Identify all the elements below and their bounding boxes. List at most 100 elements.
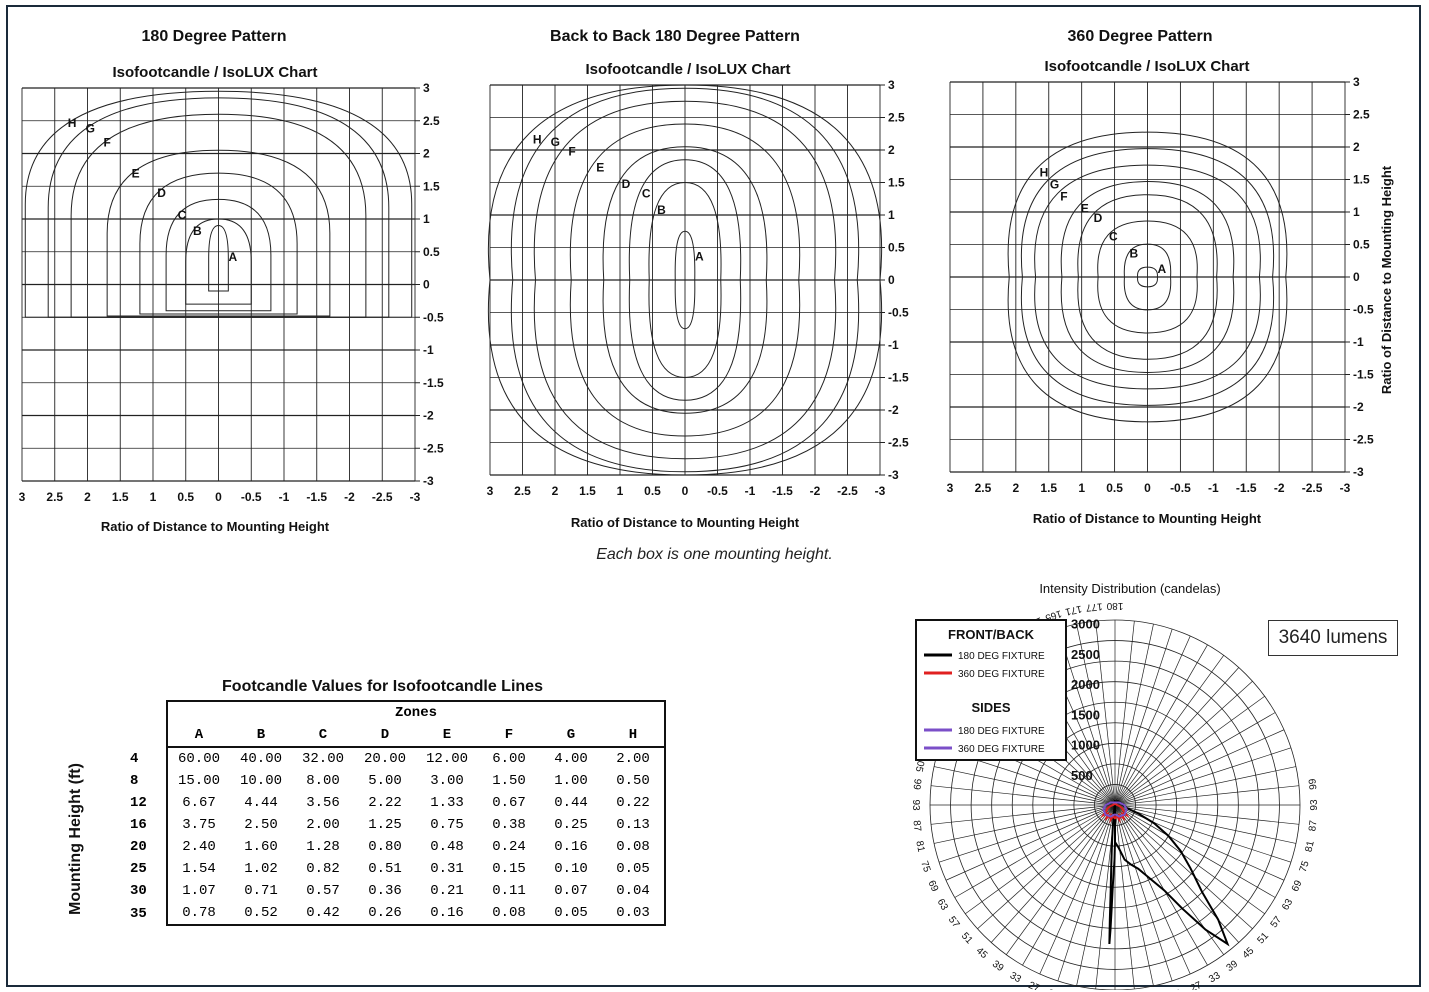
isolux-subtitle: Isofootcandle / IsoLUX Chart xyxy=(1044,58,1249,75)
polar-spoke xyxy=(945,804,1116,881)
polar-spoke xyxy=(1114,785,1300,806)
polar-spoke xyxy=(1114,695,1265,806)
radial-tick-label: 2500 xyxy=(1071,647,1100,662)
y-tick-label: -1 xyxy=(888,338,899,352)
isoline-label-E: E xyxy=(596,161,604,175)
isoline-label-C: C xyxy=(642,186,651,200)
angle-label: 87 xyxy=(1307,819,1319,832)
x-axis-label: Ratio of Distance to Mounting Height xyxy=(101,519,330,534)
mounting-height-cell: 8 xyxy=(130,773,139,789)
polar-spoke xyxy=(1057,804,1116,982)
polar-spoke xyxy=(1057,628,1116,806)
y-tick-label: -2.5 xyxy=(888,436,909,450)
radial-tick-label: 2000 xyxy=(1071,677,1100,692)
x-tick-label: -0.5 xyxy=(707,484,728,498)
isolux-subtitle: Isofootcandle / IsoLUX Chart xyxy=(585,61,790,78)
column-header-H: H xyxy=(602,724,666,748)
y-tick-label: -1.5 xyxy=(888,371,909,385)
footcandle-cell: 0.05 xyxy=(602,858,666,880)
polar-spoke xyxy=(1114,804,1173,982)
angle-label: 75 xyxy=(918,860,932,874)
polar-spoke xyxy=(1114,804,1135,990)
polar-spoke xyxy=(1114,620,1135,806)
footcandle-cell: 8.00 xyxy=(306,773,340,789)
y-tick-label: 0 xyxy=(423,278,430,292)
footcandle-cell: 0.05 xyxy=(540,902,602,926)
x-tick-label: 0 xyxy=(1144,481,1151,495)
y-tick-label: 2 xyxy=(423,147,430,161)
polar-spoke xyxy=(990,804,1116,943)
polar-spoke xyxy=(930,804,1116,825)
isoline-label-A: A xyxy=(1158,262,1167,276)
footcandle-cell: 0.07 xyxy=(554,883,588,899)
y-tick-label: -2.5 xyxy=(1353,433,1374,447)
x-tick-label: -1 xyxy=(1208,481,1219,495)
footcandle-cell: 4.44 xyxy=(244,795,278,811)
polar-spoke xyxy=(1114,628,1173,806)
column-header-E: E xyxy=(416,724,478,748)
polar-spoke xyxy=(1076,623,1116,806)
isoline-label-C: C xyxy=(178,208,187,222)
footcandle-cell: 0.67 xyxy=(492,795,526,811)
polar-spoke xyxy=(1114,680,1253,806)
x-tick-label: -0.5 xyxy=(241,490,262,504)
x-tick-label: -0.5 xyxy=(1170,481,1191,495)
footcandle-cell: 1.07 xyxy=(166,880,230,902)
x-tick-label: 2.5 xyxy=(514,484,531,498)
column-header-F: F xyxy=(478,724,540,748)
polar-spoke xyxy=(1076,804,1116,987)
legend-entry: 180 DEG FIXTURE xyxy=(958,726,1045,737)
angle-label: 21 xyxy=(1046,988,1060,990)
angle-label: 93 xyxy=(1309,799,1320,811)
polar-spoke xyxy=(1039,804,1116,975)
footcandle-cell: 0.04 xyxy=(602,880,666,902)
polar-spoke xyxy=(1114,635,1191,806)
y-tick-label: 2 xyxy=(1353,140,1360,154)
table-corner xyxy=(130,701,167,724)
mounting-height-cell: 30 xyxy=(130,883,147,899)
polar-spoke xyxy=(933,766,1116,806)
angle-label: 21 xyxy=(1170,988,1184,990)
footcandle-cell: 0.44 xyxy=(554,795,588,811)
polar-spoke xyxy=(938,804,1116,863)
footcandle-cell: 2.00 xyxy=(602,747,666,770)
y-tick-label: 1 xyxy=(888,208,895,222)
y-tick-label: 3 xyxy=(888,78,895,92)
polar-spoke xyxy=(954,804,1116,898)
x-tick-label: -1 xyxy=(745,484,756,498)
y-tick-label: -1 xyxy=(423,343,434,357)
angle-label: 99 xyxy=(1307,778,1319,791)
isoline-label-B: B xyxy=(193,224,202,238)
footcandle-cell: 0.38 xyxy=(492,817,526,833)
footcandle-cell: 0.08 xyxy=(602,836,666,858)
legend-group-sides: SIDES xyxy=(971,700,1010,715)
isoline-A xyxy=(208,225,229,292)
polar-spoke xyxy=(1114,804,1292,863)
footcandle-cell: 0.78 xyxy=(166,902,230,926)
isoline-label-C: C xyxy=(1109,230,1118,244)
angle-label: 33 xyxy=(1207,970,1223,985)
x-tick-label: 1 xyxy=(150,490,157,504)
x-tick-label: 3 xyxy=(487,484,494,498)
angle-label: 99 xyxy=(910,778,922,791)
x-tick-label: 0.5 xyxy=(1106,481,1123,495)
y-tick-label: 1 xyxy=(1353,205,1360,219)
x-tick-label: 1.5 xyxy=(1040,481,1057,495)
y-tick-label: 3 xyxy=(1353,75,1360,89)
y-tick-label: -1.5 xyxy=(423,376,444,390)
isoline-F xyxy=(1034,164,1261,390)
isoline-E xyxy=(1060,181,1235,373)
x-tick-label: 0 xyxy=(215,490,222,504)
isolux-panel-p180: Isofootcandle / IsoLUX Chart 3 2.5 2 1.5 1 0.5… xyxy=(19,64,444,534)
angle-label: 75 xyxy=(1298,859,1312,873)
angle-label: 51 xyxy=(1255,930,1271,946)
intensity-series-1 xyxy=(1100,803,1130,824)
x-tick-label: -2 xyxy=(344,490,355,504)
y-tick-label: 0.5 xyxy=(423,245,440,259)
footcandle-cell: 0.25 xyxy=(554,817,588,833)
footcandle-cell: 6.67 xyxy=(166,792,230,814)
footcandle-cell: 1.60 xyxy=(244,839,278,855)
isoline-label-G: G xyxy=(1050,178,1059,192)
polar-spoke xyxy=(1114,804,1276,898)
